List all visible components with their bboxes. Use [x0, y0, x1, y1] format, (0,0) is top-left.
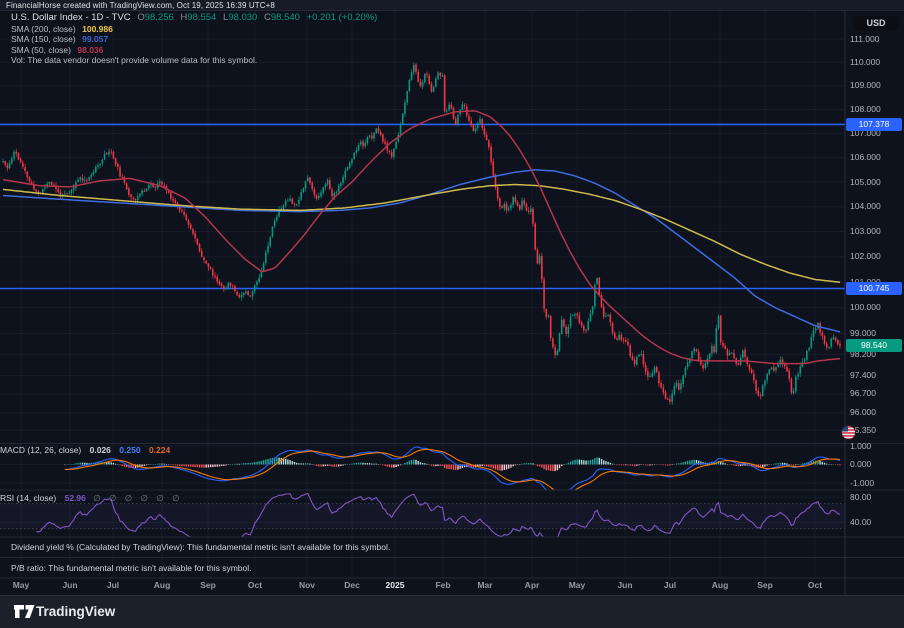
rsi-label: RSI (14, close) — [0, 493, 57, 503]
price-badge-107.378: 107.378 — [846, 117, 902, 131]
price-badge-100.745: 100.745 — [846, 282, 902, 296]
time-axis-label-May: May — [12, 580, 30, 590]
us-flag-icon — [841, 425, 856, 445]
time-axis-label-Jun: Jun — [62, 580, 78, 590]
time-axis-label-Oct: Oct — [807, 580, 823, 590]
symbol-legend[interactable]: U.S. Dollar Index - 1D - TVC O98.256 H98… — [11, 12, 378, 66]
macd-tick-label: 1.000 — [850, 440, 872, 451]
price-tick-label: 96.000 — [850, 407, 876, 418]
rsi-hidden-plots: ∅ ∅ ∅ ∅ ∅ ∅ — [93, 493, 183, 503]
close-label: C — [263, 12, 271, 23]
time-axis-label-Nov: Nov — [298, 580, 316, 590]
time-axis-label-Dec: Dec — [344, 580, 360, 590]
macd-signal-value: 0.224 — [148, 445, 171, 455]
price-tick-label: 97.400 — [850, 369, 876, 380]
sma150-value: 99.057 — [82, 34, 109, 44]
time-axis-label-May: May — [568, 580, 586, 590]
macd-tick-label: -1.000 — [850, 477, 875, 488]
sma200-legend[interactable]: SMA (200, close) 100.986 — [11, 24, 377, 35]
price-tick-label: 104.000 — [850, 201, 881, 212]
time-axis-label-2025: 2025 — [385, 580, 405, 590]
volume-note: Vol: The data vendor doesn't provide vol… — [11, 55, 258, 65]
sma50-label: SMA (50, close) — [11, 44, 71, 55]
macd-legend[interactable]: MACD (12, 26, close) 0.026 0.250 0.224 — [0, 445, 170, 455]
rsi-tick-label: 80.00 — [850, 492, 872, 502]
price-tick-label: 107.000 — [850, 127, 881, 138]
time-axis-label-Oct: Oct — [247, 580, 263, 590]
open-label: O — [137, 12, 145, 23]
rsi-legend[interactable]: RSI (14, close) 52.96 ∅ ∅ ∅ ∅ ∅ ∅ — [0, 493, 182, 504]
close-value: 98.540 — [270, 12, 300, 23]
price-tick-label: 105.000 — [850, 176, 881, 187]
price-tick-label: 98.200 — [850, 348, 876, 359]
attribution-bar: FinancialHorse created with TradingView.… — [0, 0, 904, 11]
price-tick-label: 100.000 — [850, 302, 881, 313]
price-tick-label: 109.000 — [850, 80, 881, 91]
price-tick-label: 106.000 — [850, 152, 881, 163]
low-value: 98.030 — [228, 12, 258, 23]
sma150-label: SMA (150, close) — [11, 34, 76, 44]
time-axis-label-Mar: Mar — [477, 580, 493, 590]
time-axis-label-Jun: Jun — [617, 580, 633, 590]
sma200-value: 100.986 — [82, 23, 113, 34]
time-axis-label-Jul: Jul — [106, 580, 120, 590]
sma50-legend[interactable]: SMA (50, close) 98.036 — [11, 45, 377, 56]
macd-label: MACD (12, 26, close) — [0, 445, 82, 455]
time-axis-label-Sep: Sep — [200, 580, 216, 590]
time-axis-label-Sep: Sep — [757, 580, 773, 590]
price-tick-label: 96.700 — [850, 388, 876, 399]
macd-line-value: 0.250 — [119, 445, 141, 455]
footer-bar: TradingView — [0, 595, 904, 628]
time-axis-label-Aug: Aug — [711, 580, 729, 590]
dividend-yield-note: Dividend yield % (Calculated by TradingV… — [11, 542, 391, 552]
sma200-label: SMA (200, close) — [11, 23, 76, 34]
attribution-text: FinancialHorse created with TradingView.… — [6, 1, 275, 10]
time-axis-label-Feb: Feb — [435, 580, 451, 590]
price-tick-label: 108.000 — [850, 104, 881, 115]
pb-ratio-note: P/B ratio: This fundamental metric isn't… — [11, 563, 252, 573]
price-badge-98.540: 98.540 — [846, 338, 902, 352]
price-tick-label: 102.000 — [850, 251, 881, 262]
price-tick-label: 110.000 — [850, 56, 881, 67]
time-axis-label-Aug: Aug — [153, 580, 171, 590]
time-axis-label-Apr: Apr — [524, 580, 540, 590]
low-label: L — [222, 12, 229, 23]
price-tick-label: 99.000 — [850, 327, 876, 338]
price-tick-label: 111.000 — [850, 33, 880, 44]
rsi-value: 52.96 — [64, 493, 86, 503]
change-value: +0.201 (+0.20%) — [306, 12, 378, 23]
currency-usd-button[interactable]: USD — [853, 16, 899, 31]
open-value: 98.256 — [144, 12, 174, 23]
high-value: 98.554 — [187, 12, 217, 23]
sma150-legend[interactable]: SMA (150, close) 99.057 — [11, 34, 377, 45]
price-tick-label: 101.000 — [850, 277, 881, 287]
symbol-title-row[interactable]: U.S. Dollar Index - 1D - TVC O98.256 H98… — [11, 12, 378, 24]
time-axis-label-Jul: Jul — [663, 580, 677, 590]
macd-hist-value: 0.026 — [89, 445, 111, 455]
price-tick-label: 95.350 — [850, 424, 876, 435]
macd-tick-label: 0.000 — [850, 459, 872, 469]
high-label: H — [180, 12, 188, 23]
sma50-value: 98.036 — [77, 44, 104, 55]
price-tick-label: 103.000 — [850, 226, 881, 237]
symbol-title: U.S. Dollar Index - 1D - TVC — [11, 12, 131, 23]
tradingview-wordmark[interactable]: TradingView — [36, 604, 116, 619]
rsi-tick-label: 40.00 — [850, 517, 872, 527]
tradingview-logo-icon[interactable] — [13, 603, 35, 625]
